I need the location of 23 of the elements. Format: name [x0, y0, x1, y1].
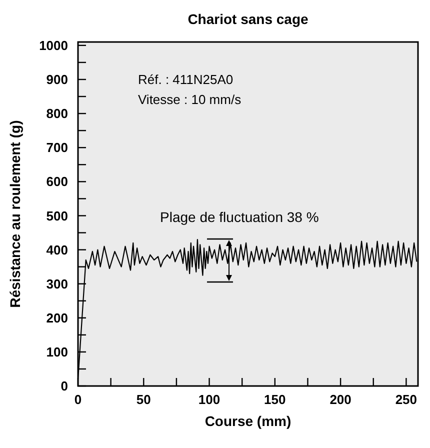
- x-tick-label: 200: [330, 392, 352, 407]
- y-tick-label: 700: [46, 140, 68, 156]
- y-tick-label: 1000: [39, 38, 68, 53]
- y-tick-label: 0: [60, 378, 68, 394]
- x-tick-label: 250: [395, 392, 418, 407]
- y-axis-title: Résistance au roulement (g): [7, 120, 23, 308]
- x-tick-label: 50: [136, 392, 151, 407]
- y-tick-label: 800: [46, 106, 68, 122]
- chart-title: Chariot sans cage: [188, 11, 309, 27]
- x-tick-label: 0: [74, 392, 82, 407]
- y-tick-label: 500: [46, 208, 68, 224]
- y-tick-label: 400: [46, 242, 68, 258]
- x-axis-title: Course (mm): [204, 413, 292, 429]
- y-tick-label: 200: [46, 310, 68, 326]
- y-tick-label: 100: [46, 344, 68, 360]
- annotation: Plage de fluctuation 38 %: [160, 209, 319, 225]
- annotation: Vitesse : 10 mm/s: [138, 92, 242, 107]
- x-tick-label: 100: [198, 392, 220, 407]
- x-tick-label: 150: [264, 392, 286, 407]
- y-tick-label: 600: [46, 174, 68, 190]
- y-tick-label: 300: [46, 276, 68, 292]
- y-tick-label: 900: [46, 72, 68, 88]
- annotation: Réf. : 411N25A0: [138, 72, 234, 87]
